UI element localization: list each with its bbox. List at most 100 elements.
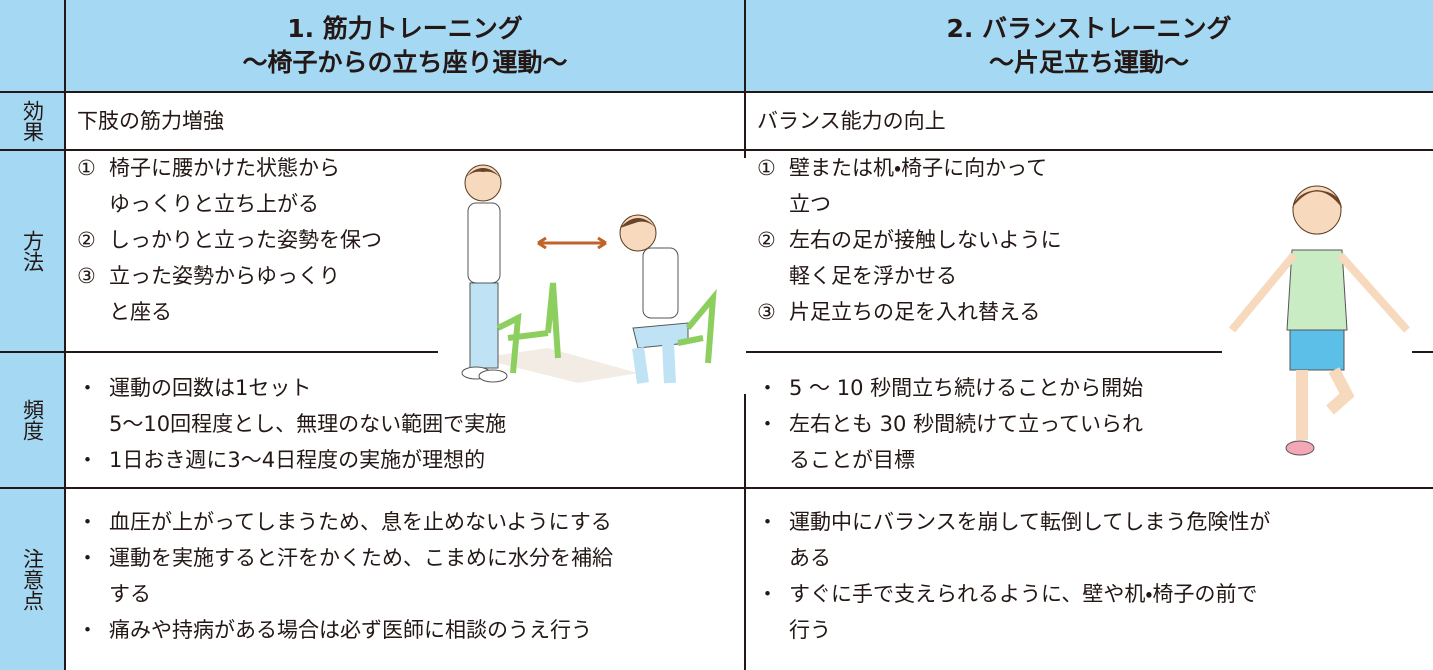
item-line: すぐに手で支えられるように、壁や机・椅子の前で xyxy=(789,576,1258,612)
list-item: ・運動中にバランスを崩して転倒してしまう危険性が ある xyxy=(757,504,1425,576)
item-marker: ① xyxy=(757,156,776,180)
item-body: バランス能力の向上 xyxy=(757,103,946,139)
item-line: 下肢の筋力増強 xyxy=(77,103,224,139)
item-body: 壁または机・椅子に向かって 立つ xyxy=(789,150,1047,222)
item-text: 左右とも 30 秒間続けて立っていられ xyxy=(789,412,1144,436)
illustration-one-leg xyxy=(1222,170,1412,470)
item-marker: ・ xyxy=(77,546,98,570)
item-text: 5 ～ 10 秒間立ち続けることから開始 xyxy=(789,376,1144,400)
item-marker: ・ xyxy=(77,618,98,642)
item-line: バランス能力の向上 xyxy=(757,103,946,139)
item-text: バランス能力の向上 xyxy=(757,109,946,133)
cell: バランス能力の向上 xyxy=(757,103,1425,139)
item-line: 血圧が上がってしまうため、息を止めないようにする xyxy=(109,504,612,540)
item-body: 下肢の筋力増強 xyxy=(77,103,224,139)
item-text: 1日おき週に3～4日程度の実施が理想的 xyxy=(109,448,486,472)
list-item: ・血圧が上がってしまうため、息を止めないようにする xyxy=(77,504,737,540)
item-body: 運動を実施すると汗をかくため、こまめに水分を補給 する xyxy=(109,540,613,612)
row-label-text: 注意点 xyxy=(20,547,45,611)
item-marker: ・ xyxy=(757,412,778,436)
row-label: 注意点 xyxy=(0,488,65,670)
item-marker: ・ xyxy=(77,448,98,472)
item-line: 運動の回数は1セット xyxy=(109,370,506,406)
item-line: 5～10回程度とし、無理のない範囲で実施 xyxy=(109,406,506,442)
item-line: する xyxy=(109,576,613,612)
item-text: しっかりと立った姿勢を保つ xyxy=(109,228,382,252)
item-marker: ・ xyxy=(757,510,778,534)
item-line: 運動を実施すると汗をかくため、こまめに水分を補給 xyxy=(109,540,613,576)
item-text: 運動中にバランスを崩して転倒してしまう危険性が xyxy=(789,510,1271,534)
item-text: 運動の回数は1セット xyxy=(109,376,312,400)
item-body: すぐに手で支えられるように、壁や机・椅子の前で 行う xyxy=(789,576,1258,648)
row-rule xyxy=(0,487,1433,489)
list-item: ・ 5 ～ 10 秒間立ち続けることから開始 xyxy=(757,370,1425,406)
cell: 下肢の筋力増強 xyxy=(77,103,737,139)
header-text: ～片足立ち運動～ xyxy=(988,48,1189,77)
list-item: ① 椅子に腰かけた状態から ゆっくりと立ち上がる xyxy=(77,150,737,222)
item-line: 5 ～ 10 秒間立ち続けることから開始 xyxy=(789,370,1143,406)
item-body: 左右の足が接触しないように 軽く足を浮かせる xyxy=(789,222,1062,294)
header-line: ～椅子からの立ち座り運動～ xyxy=(242,46,567,80)
column-header: 1. 筋力トレーニング ～椅子からの立ち座り運動～ xyxy=(65,0,745,92)
item-body: 左右とも 30 秒間続けて立っていられ ることが目標 xyxy=(789,406,1143,478)
header-background xyxy=(0,0,1433,92)
header-text: 2. バランストレーニング xyxy=(946,14,1232,43)
list-item: ・運動の回数は1セット 5～10回程度とし、無理のない範囲で実施 xyxy=(77,370,737,442)
item-marker: ③ xyxy=(77,264,96,288)
item-line: 左右の足が接触しないように xyxy=(789,222,1062,258)
cell: ・運動の回数は1セット 5～10回程度とし、無理のない範囲で実施・ 1日おき週に3～… xyxy=(77,370,737,478)
cell: ・運動中にバランスを崩して転倒してしまう危険性が ある・すぐに手で支えられるように… xyxy=(757,504,1425,648)
item-body: 痛みや持病がある場合は必ず医師に相談のうえ行う xyxy=(109,612,592,648)
row-rule xyxy=(0,91,1433,93)
item-body: 1日おき週に3～4日程度の実施が理想的 xyxy=(109,442,485,478)
row-label-text: 頻度 xyxy=(20,399,45,441)
item-marker: ・ xyxy=(77,510,98,534)
item-text: 5～10回程度とし、無理のない範囲で実施 xyxy=(109,412,507,436)
row-label: 頻度 xyxy=(0,352,65,488)
item-body: 立った姿勢からゆっくり と座る xyxy=(109,258,340,330)
item-line: 椅子に腰かけた状態から xyxy=(109,150,340,186)
row-label: 効果 xyxy=(0,92,65,150)
item-line: 立つ xyxy=(789,186,1047,222)
column-rule xyxy=(64,0,66,670)
item-line: 片足立ちの足を入れ替える xyxy=(789,294,1040,330)
item-body: 運動中にバランスを崩して転倒してしまう危険性が ある xyxy=(789,504,1270,576)
item-text: 立つ xyxy=(789,192,831,216)
item-marker: ・ xyxy=(77,376,98,400)
list-item: ・運動を実施すると汗をかくため、こまめに水分を補給 する xyxy=(77,540,737,612)
header-text: 1. 筋力トレーニング xyxy=(287,14,523,43)
item-text: 椅子に腰かけた状態から xyxy=(109,156,340,180)
list-item: ・ 1日おき週に3～4日程度の実施が理想的 xyxy=(77,442,737,478)
item-text: 壁または机・椅子に向かって xyxy=(789,156,1048,180)
item-line: 左右とも 30 秒間続けて立っていられ xyxy=(789,406,1143,442)
row-rule xyxy=(0,149,1433,151)
item-body: しっかりと立った姿勢を保つ xyxy=(109,222,382,258)
item-body: 片足立ちの足を入れ替える xyxy=(789,294,1040,330)
item-line: しっかりと立った姿勢を保つ xyxy=(109,222,382,258)
item-text: ることが目標 xyxy=(789,448,915,472)
item-text: 運動を実施すると汗をかくため、こまめに水分を補給 xyxy=(109,546,613,570)
header-line: ～片足立ち運動～ xyxy=(989,46,1189,80)
list-item: ③ 立った姿勢からゆっくり と座る xyxy=(77,258,737,330)
item-line: 運動中にバランスを崩して転倒してしまう危険性が xyxy=(789,504,1270,540)
cell: ・血圧が上がってしまうため、息を止めないようにする・運動を実施すると汗をかくため… xyxy=(77,504,737,648)
list-item: ・すぐに手で支えられるように、壁や机・椅子の前で 行う xyxy=(757,576,1425,648)
row-label-text: 方法 xyxy=(20,230,45,272)
item-text: すぐに手で支えられるように、壁や机・椅子の前で xyxy=(789,582,1258,606)
illustration-sit-stand xyxy=(438,158,746,394)
item-marker: ① xyxy=(77,156,96,180)
header-text: ～椅子からの立ち座り運動～ xyxy=(242,48,568,77)
item-body: 運動の回数は1セット 5～10回程度とし、無理のない範囲で実施 xyxy=(109,370,506,442)
item-line: 行う xyxy=(789,612,1258,648)
item-body: 5 ～ 10 秒間立ち続けることから開始 xyxy=(789,370,1143,406)
item-text: 下肢の筋力増強 xyxy=(77,109,224,133)
item-line: ることが目標 xyxy=(789,442,1143,478)
item-body: 血圧が上がってしまうため、息を止めないようにする xyxy=(109,504,612,540)
list-item: ① 壁または机・椅子に向かって 立つ xyxy=(757,150,1425,222)
list-item: ・痛みや持病がある場合は必ず医師に相談のうえ行う xyxy=(77,612,737,648)
item-text: 行う xyxy=(789,618,831,642)
item-marker: ・ xyxy=(757,582,778,606)
item-text: 左右の足が接触しないように xyxy=(789,228,1062,252)
item-text: する xyxy=(109,582,151,606)
item-text: と座る xyxy=(109,300,172,324)
